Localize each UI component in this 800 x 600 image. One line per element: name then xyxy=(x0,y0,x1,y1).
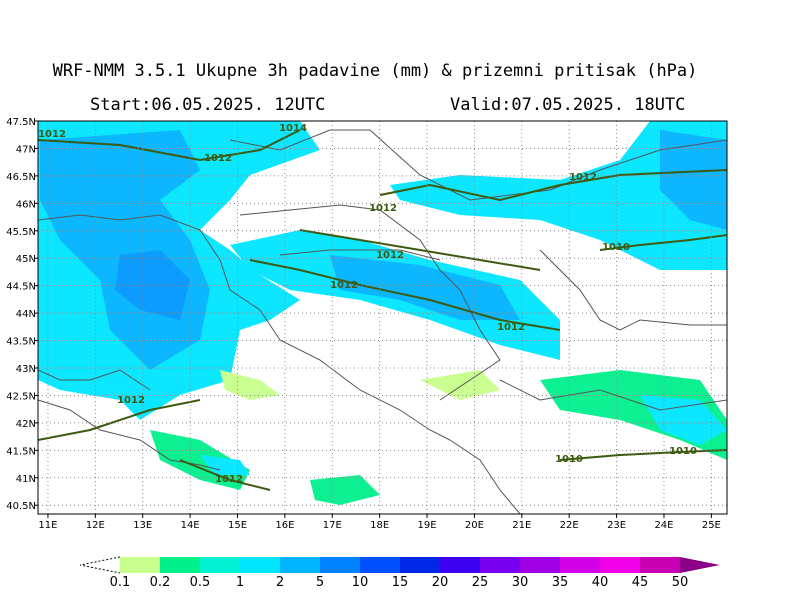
colorbar-box xyxy=(560,557,600,573)
y-tick-label: 47N xyxy=(16,144,36,155)
colorbar-label: 0.5 xyxy=(190,575,211,590)
y-tick-label: 43.5N xyxy=(6,337,36,348)
colorbar-box xyxy=(480,557,520,573)
colorbar-label: 20 xyxy=(432,575,449,590)
colorbar-box xyxy=(400,557,440,573)
isobar-label: 1014 xyxy=(279,123,307,134)
colorbar-label: 0.1 xyxy=(110,575,131,590)
x-tick-label: 17E xyxy=(323,520,342,531)
colorbar-label: 40 xyxy=(592,575,609,590)
colorbar-label: 10 xyxy=(352,575,369,590)
isobar-label: 1012 xyxy=(369,203,397,214)
colorbar-label: 30 xyxy=(512,575,529,590)
x-tick-label: 21E xyxy=(512,520,531,531)
colorbar-label: 50 xyxy=(672,575,689,590)
isobar-label: 1012 xyxy=(215,474,243,485)
colorbar-under xyxy=(79,556,121,574)
colorbar-label: 15 xyxy=(392,575,409,590)
y-tick-label: 46.5N xyxy=(6,172,36,183)
colorbar-box xyxy=(520,557,560,573)
x-tick-label: 13E xyxy=(133,520,152,531)
isobar-label: 1010 xyxy=(555,454,583,465)
x-tick-label: 19E xyxy=(418,520,437,531)
colorbar-box xyxy=(440,557,480,573)
y-tick-label: 47.5N xyxy=(6,117,36,128)
title: WRF-NMM 3.5.1 Ukupne 3h padavine (mm) & … xyxy=(53,61,698,81)
colorbar-box xyxy=(200,557,240,573)
colorbar-box xyxy=(640,557,680,573)
x-tick-label: 23E xyxy=(607,520,626,531)
x-tick-label: 14E xyxy=(181,520,200,531)
precipitation xyxy=(38,121,727,505)
isobar-label: 1012 xyxy=(376,250,404,261)
y-tick-label: 40.5N xyxy=(6,501,36,512)
colorbar-box xyxy=(320,557,360,573)
colorbar-box xyxy=(240,557,280,573)
start-time: Start:06.05.2025. 12UTC xyxy=(90,95,325,115)
y-tick-label: 44.5N xyxy=(6,282,36,293)
colorbar-label: 35 xyxy=(552,575,569,590)
y-tick-label: 41N xyxy=(16,474,36,485)
x-tick-label: 25E xyxy=(702,520,721,531)
isobar-label: 1010 xyxy=(602,242,630,253)
colorbar-label: 2 xyxy=(276,575,284,590)
map-frame xyxy=(37,120,728,515)
x-tick-label: 18E xyxy=(370,520,389,531)
colorbar-box xyxy=(280,557,320,573)
y-tick-label: 45.5N xyxy=(6,227,36,238)
y-tick-label: 43N xyxy=(16,364,36,375)
colorbar-label: 1 xyxy=(236,575,244,590)
colorbar-over xyxy=(680,557,720,573)
isobars xyxy=(38,129,727,491)
x-tick-label: 12E xyxy=(86,520,105,531)
y-tick-label: 42N xyxy=(16,419,36,430)
x-tick-label: 15E xyxy=(228,520,247,531)
colorbar-label: 5 xyxy=(316,575,324,590)
x-tick-label: 24E xyxy=(654,520,673,531)
isobar-label: 1012 xyxy=(569,172,597,183)
y-tick-label: 41.5N xyxy=(6,446,36,457)
colorbar-label: 0.2 xyxy=(150,575,171,590)
colorbar-box xyxy=(160,557,200,573)
colorbar-label: 25 xyxy=(472,575,489,590)
x-tick-label: 22E xyxy=(560,520,579,531)
x-tick-label: 11E xyxy=(38,520,57,531)
valid-time: Valid:07.05.2025. 18UTC xyxy=(450,95,685,115)
y-tick-label: 44N xyxy=(16,309,36,320)
colorbar-label: 45 xyxy=(632,575,649,590)
axis-ticks: 11E 12E 13E 14E 15E 16E 17E 18E 19E 20E 21E 22E 23E 2… xyxy=(6,117,721,531)
isobar-labels: 1012 1012 1012 1012 1012 1012 1012 1012 … xyxy=(38,123,697,485)
isobar-label: 1012 xyxy=(204,153,232,164)
graticule xyxy=(38,121,727,514)
colorbar-box xyxy=(600,557,640,573)
colorbar: 0.1 0.2 0.5 1 2 5 10 15 20 25 30 35 40 45 50 xyxy=(79,556,720,590)
colorbar-box xyxy=(120,557,160,573)
isobar-label: 1012 xyxy=(117,395,145,406)
colorbar-box xyxy=(360,557,400,573)
y-tick-label: 45N xyxy=(16,254,36,265)
y-tick-label: 46N xyxy=(16,199,36,210)
isobar-label: 1012 xyxy=(38,129,66,140)
isobar-label: 1010 xyxy=(669,446,697,457)
isobar-label: 1012 xyxy=(497,322,525,333)
isobar-label: 1012 xyxy=(330,280,358,291)
x-tick-label: 20E xyxy=(465,520,484,531)
x-tick-label: 16E xyxy=(275,520,294,531)
y-tick-label: 42.5N xyxy=(6,391,36,402)
map-area xyxy=(38,121,727,514)
